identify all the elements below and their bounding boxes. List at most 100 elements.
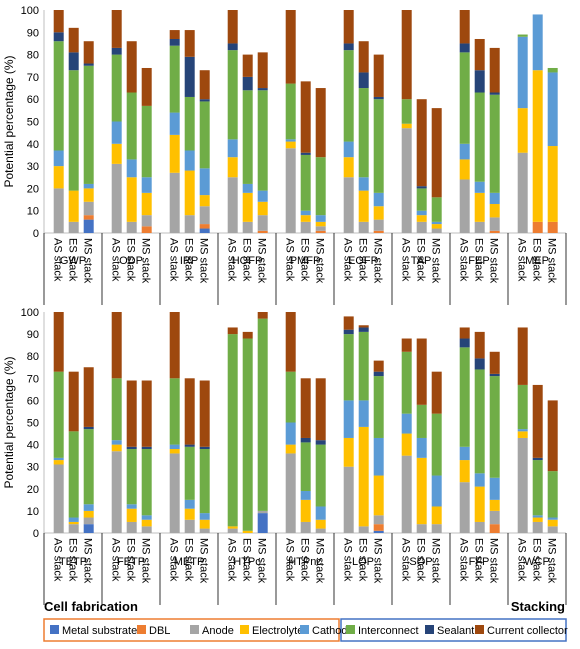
bar-segment-eofp-ms-stack-sealant — [373, 96, 384, 100]
bar-segment-sop-ms-stack-cathode — [431, 475, 442, 507]
bar-segment-sop-as-stack-electrolyte — [401, 433, 412, 456]
bar-segment-sop-es-stack-electrolyte — [416, 457, 427, 525]
x-tick-label-stack: MS stack — [256, 538, 268, 584]
x-tick-label-stack: MS stack — [198, 538, 210, 584]
bar-segment-tap-ms-stack-anode — [431, 228, 442, 233]
bar-segment-metp-as-stack-current-collector — [169, 312, 180, 379]
bar-segment-gwp-ms-stack-interconnect — [83, 65, 94, 184]
bar-segment-htpnc-ms-stack-electrolyte — [315, 519, 326, 529]
x-tick-label-stack: ES stack — [67, 238, 79, 282]
bar-segment-lop-es-stack-anode — [358, 526, 369, 533]
bar-segment-wcp-ms-stack-electrolyte — [547, 519, 558, 527]
bar-segment-ffp-as-stack-electrolyte — [459, 460, 470, 483]
bar-segment-metp-as-stack-interconnect — [169, 378, 180, 445]
category-label-wcp: WCP — [524, 556, 550, 568]
bar-segment-gwp-ms-stack-dbl — [83, 215, 94, 220]
y-tick-label: 90 — [27, 329, 39, 341]
bar-segment-hofp-es-stack-current-collector — [242, 54, 253, 77]
y-tick-label: 10 — [27, 506, 39, 518]
bar-segment-gwp-as-stack-cathode — [53, 150, 64, 167]
y-tick-label: 90 — [27, 27, 39, 39]
bar-segment-irp-ms-stack-sealant — [199, 99, 210, 102]
bar-segment-irp-as-stack-interconnect — [169, 45, 180, 113]
bar-segment-lop-es-stack-current-collector — [358, 325, 369, 328]
bar-segment-htpnc-ms-stack-cathode — [315, 506, 326, 520]
bar-segment-htpc-as-stack-current-collector — [227, 327, 238, 335]
bar-segment-fetp-as-stack-anode — [111, 451, 122, 533]
bar-segment-htpnc-es-stack-electrolyte — [300, 499, 311, 522]
bar-segment-fetp-as-stack-current-collector — [111, 312, 122, 379]
x-tick-label-stack: ES stack — [125, 238, 137, 282]
bar-segment-gwp-as-stack-anode — [53, 188, 64, 233]
bar-segment-tap-as-stack-electrolyte — [401, 123, 412, 129]
x-tick-label-stack: ES stack — [241, 238, 253, 282]
bar-segment-pmfp-es-stack-anode — [300, 221, 311, 233]
bar-segment-eofp-as-stack-interconnect — [343, 50, 354, 142]
bar-segment-eofp-as-stack-electrolyte — [343, 157, 354, 178]
bar-segment-wcp-ms-stack-current-collector — [547, 400, 558, 472]
y-tick-label: 10 — [27, 206, 39, 218]
x-tick-label-stack: AS stack — [226, 238, 238, 282]
bar-segment-odp-as-stack-interconnect — [111, 54, 122, 122]
bar-segment-metp-ms-stack-interconnect — [199, 449, 210, 514]
bar-segment-irp-ms-stack-cathode — [199, 168, 210, 196]
y-tick-label: 40 — [27, 139, 39, 151]
bar-segment-tap-as-stack-interconnect — [401, 99, 412, 124]
bar-segment-irp-as-stack-anode — [169, 172, 180, 233]
bar-segment-tap-es-stack-anode — [416, 221, 427, 233]
bar-segment-hofp-as-stack-sealant — [227, 43, 238, 51]
legend-label-anode: Anode — [202, 625, 234, 637]
x-tick-label-stack: MS stack — [430, 538, 442, 584]
bar-segment-ffp-as-stack-interconnect — [459, 347, 470, 447]
bar-segment-gwp-ms-stack-sealant — [83, 63, 94, 66]
bar-segment-fep-es-stack-electrolyte — [474, 192, 485, 222]
bar-segment-sop-as-stack-cathode — [401, 413, 412, 434]
x-tick-label-stack: ES stack — [473, 538, 485, 582]
bar-segment-hofp-es-stack-electrolyte — [242, 192, 253, 222]
bar-segment-hofp-ms-stack-interconnect — [257, 90, 268, 191]
bar-segment-metp-es-stack-electrolyte — [184, 508, 195, 520]
bar-segment-fetp-as-stack-interconnect — [111, 378, 122, 441]
bar-segment-pmfp-es-stack-interconnect — [300, 154, 311, 211]
bar-segment-htpnc-ms-stack-interconnect — [315, 444, 326, 507]
x-tick-label-stack: AS stack — [458, 538, 470, 582]
bar-segment-pmfp-ms-stack-dbl — [315, 230, 326, 233]
bar-segment-wcp-es-stack-cathode — [532, 515, 543, 518]
y-tick-label: 20 — [27, 183, 39, 195]
bar-segment-odp-ms-stack-dbl — [141, 226, 152, 233]
bar-segment-fetp-as-stack-cathode — [111, 440, 122, 445]
bar-segment-fetp-as-stack-electrolyte — [111, 444, 122, 452]
x-tick-label-stack: ES stack — [473, 238, 485, 282]
x-tick-label-stack: MS stack — [430, 238, 442, 284]
bar-segment-hofp-es-stack-sealant — [242, 76, 253, 91]
bar-segment-wcp-es-stack-sealant — [532, 457, 543, 461]
bar-segment-wcp-as-stack-current-collector — [517, 327, 528, 385]
bar-segment-irp-ms-stack-electrolyte — [199, 195, 210, 207]
bar-segment-tetp-es-stack-cathode — [68, 517, 79, 522]
bar-segment-htpnc-es-stack-anode — [300, 521, 311, 533]
x-tick-label-stack: ES stack — [531, 238, 543, 282]
bar-segment-htpc-ms-stack-current-collector — [257, 312, 268, 319]
bar-segment-fep-ms-stack-interconnect — [489, 94, 500, 193]
bar-segment-tetp-es-stack-current-collector — [68, 371, 79, 432]
bar-segment-wcp-as-stack-electrolyte — [517, 431, 528, 438]
bar-segment-htpc-as-stack-anode — [227, 528, 238, 533]
bar-segment-irp-as-stack-electrolyte — [169, 134, 180, 173]
x-tick-label-stack: AS stack — [516, 538, 528, 582]
bar-segment-tap-es-stack-cathode — [416, 210, 427, 216]
bar-segment-lop-as-stack-electrolyte — [343, 437, 354, 467]
bar-segment-tetp-as-stack-interconnect — [53, 371, 64, 458]
x-tick-label-stack: AS stack — [52, 238, 64, 282]
category-label-tap: TAP — [411, 255, 432, 267]
legend-swatch-electrolyte — [240, 625, 249, 634]
bar-segment-lop-ms-stack-sealant — [373, 371, 384, 377]
y-tick-label: 100 — [21, 307, 39, 319]
bar-segment-tetp-as-stack-current-collector — [53, 312, 64, 372]
bar-segment-odp-as-stack-electrolyte — [111, 143, 122, 164]
bar-segment-lop-ms-stack-current-collector — [373, 360, 384, 372]
x-tick-label-stack: MS stack — [488, 538, 500, 584]
bar-segment-hofp-ms-stack-cathode — [257, 190, 268, 202]
bar-segment-ffp-as-stack-cathode — [459, 446, 470, 461]
bar-segment-tetp-ms-stack-electrolyte — [83, 510, 94, 518]
bar-segment-htpc-ms-stack-metal-substrate — [257, 513, 268, 533]
